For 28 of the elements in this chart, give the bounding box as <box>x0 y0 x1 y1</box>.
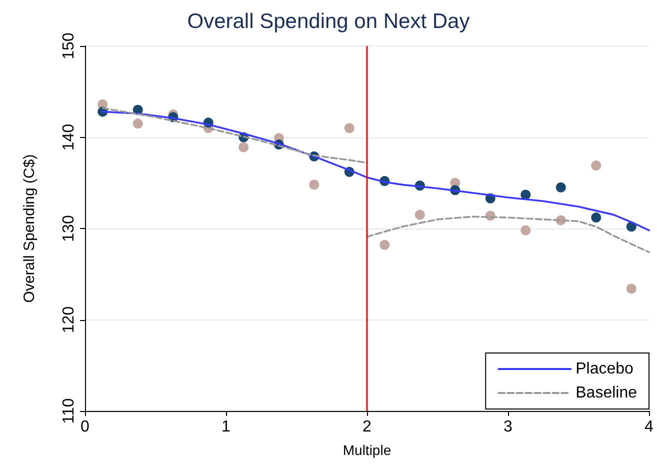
point <box>556 182 566 192</box>
x-tick-label: 0 <box>80 418 90 436</box>
x-tick-label: 4 <box>644 418 654 436</box>
line-series <box>366 216 650 254</box>
point <box>309 180 320 190</box>
point <box>520 225 531 236</box>
x-tick-label: 1 <box>222 418 231 436</box>
x-tick-label: 3 <box>504 418 513 436</box>
y-tick-label: 130 <box>60 215 78 242</box>
y-tick-label: 140 <box>60 124 78 151</box>
y-tick-label: 110 <box>60 398 78 424</box>
point <box>626 284 636 294</box>
legend-label: Placebo <box>576 360 634 378</box>
chart-title: Overall Spending on Next Day <box>187 10 470 33</box>
point <box>132 118 143 129</box>
y-axis-title: Overall Spending (C$) <box>21 154 38 303</box>
x-axis-title: Multiple <box>342 442 392 458</box>
point <box>344 123 354 134</box>
point <box>238 142 249 152</box>
y-tick-label: 150 <box>60 32 78 60</box>
point <box>591 212 602 223</box>
point <box>414 210 425 220</box>
legend-label: Baseline <box>576 384 638 402</box>
point <box>591 160 602 171</box>
point <box>380 240 390 250</box>
point <box>520 190 531 200</box>
x-tick-label: 2 <box>362 418 372 436</box>
y-tick-label: 120 <box>60 306 78 334</box>
